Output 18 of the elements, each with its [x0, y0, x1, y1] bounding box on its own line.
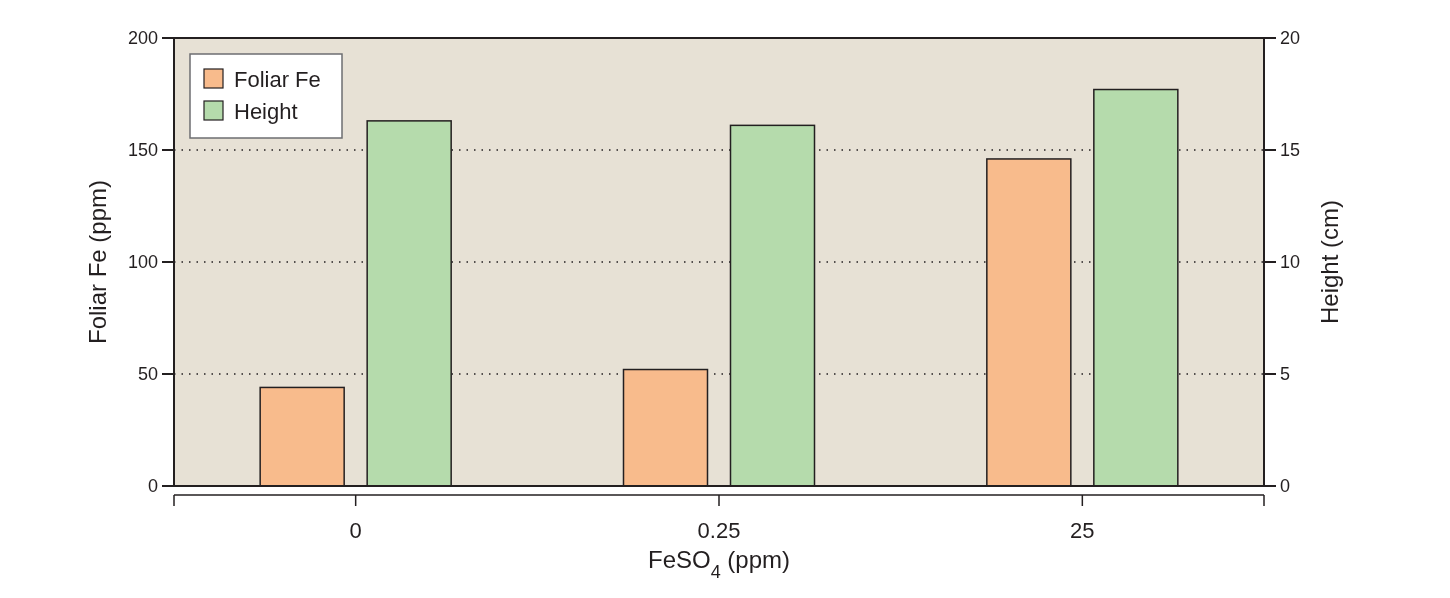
y-axis-title: Foliar Fe (ppm) — [84, 179, 111, 345]
y-tick-label: 200 — [127, 28, 158, 49]
y-tick-label: 150 — [127, 140, 158, 161]
y2-tick-label: 15 — [1280, 140, 1301, 161]
legend-label: Foliar Fe — [234, 66, 321, 92]
legend-label: Height — [234, 98, 298, 124]
y-tick-label: 100 — [127, 252, 158, 273]
y2-tick-label: 0 — [1280, 476, 1291, 497]
x-tick-label: 0 — [349, 518, 362, 543]
y2-tick-label: 20 — [1280, 28, 1301, 49]
x-tick-label: 0.25 — [697, 518, 741, 543]
y2-axis-title: Height (cm) — [1316, 199, 1343, 325]
y2-tick-label: 10 — [1280, 252, 1301, 273]
y-tick-label: 50 — [137, 364, 158, 385]
x-axis-title: FeSO$_{4}$ (ppm) — [647, 546, 791, 582]
y2-tick-label: 5 — [1280, 364, 1291, 385]
y-tick-label: 0 — [147, 476, 158, 497]
x-tick-label: 25 — [1070, 518, 1095, 543]
